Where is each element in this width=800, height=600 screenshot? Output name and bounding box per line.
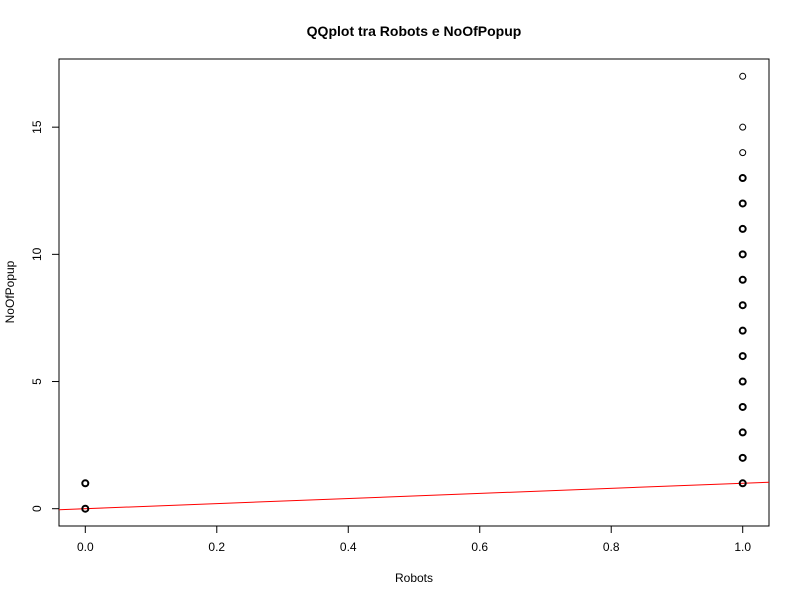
- data-point: [738, 199, 747, 208]
- y-axis-label: NoOfPopup: [3, 260, 17, 323]
- qq-reference-line: [58, 481, 770, 511]
- data-point: [738, 275, 747, 284]
- data-point: [81, 479, 90, 488]
- chart-title: QQplot tra Robots e NoOfPopup: [307, 23, 522, 39]
- data-point: [81, 504, 90, 513]
- data-point: [739, 72, 747, 80]
- data-point: [738, 250, 747, 259]
- x-tick-label: 1.0: [734, 540, 751, 554]
- x-tick-label: 0.6: [471, 540, 488, 554]
- data-point: [738, 224, 747, 233]
- data-point: [738, 326, 747, 335]
- y-tick-label: 5: [30, 378, 44, 385]
- data-point: [738, 174, 747, 183]
- points-group: [81, 72, 747, 513]
- data-point: [738, 377, 747, 386]
- data-point: [738, 352, 747, 361]
- y-axis: 0 5 10 15: [30, 120, 60, 512]
- data-point: [738, 479, 747, 488]
- x-tick-label: 0.4: [340, 540, 357, 554]
- y-tick-label: 10: [30, 247, 44, 261]
- plot-frame: [58, 58, 770, 527]
- data-point: [738, 428, 747, 437]
- x-axis-label: Robots: [395, 571, 433, 585]
- x-tick-label: 0.8: [603, 540, 620, 554]
- reference-line-group: [58, 481, 770, 511]
- x-tick-label: 0.0: [77, 540, 94, 554]
- x-axis: 0.0 0.2 0.4 0.6 0.8 1.0: [77, 525, 751, 554]
- data-point: [738, 402, 747, 411]
- y-tick-label: 0: [30, 505, 44, 512]
- data-point: [738, 453, 747, 462]
- data-point: [739, 123, 747, 131]
- data-point: [739, 149, 747, 157]
- data-point: [738, 301, 747, 310]
- y-tick-label: 15: [30, 120, 44, 134]
- x-tick-label: 0.2: [208, 540, 225, 554]
